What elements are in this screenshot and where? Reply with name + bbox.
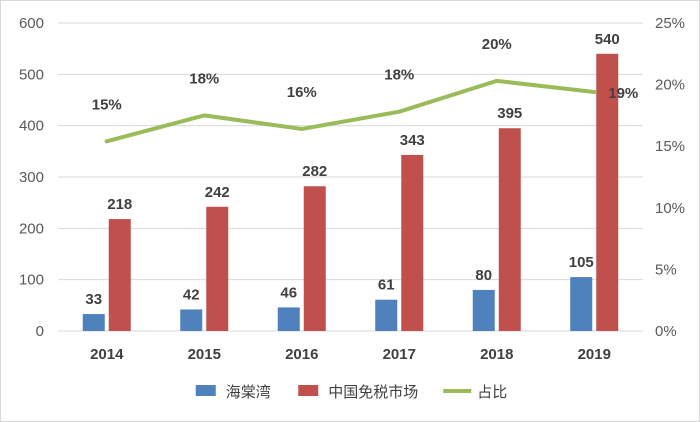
data-label: 282 bbox=[302, 163, 327, 180]
data-label: 395 bbox=[497, 105, 522, 122]
left-y-axis: 0 100 200 300 400 500 600 bbox=[19, 15, 44, 340]
data-label: 105 bbox=[569, 254, 594, 271]
legend-label: 中国免税市场 bbox=[328, 383, 418, 401]
data-label: 540 bbox=[595, 31, 620, 48]
legend-label: 占比 bbox=[477, 383, 507, 401]
y2-tick-label: 0% bbox=[655, 323, 677, 340]
data-label: 46 bbox=[280, 284, 297, 301]
y2-tick-label: 10% bbox=[655, 200, 685, 217]
bar bbox=[570, 277, 593, 331]
line-point bbox=[299, 126, 304, 131]
data-label: 343 bbox=[400, 132, 425, 149]
data-labels: 33 42 46 61 80 105 218 242 282 343 395 540 15% 18% 16%… bbox=[85, 31, 638, 308]
data-label: 80 bbox=[475, 267, 492, 284]
y2-tick-label: 20% bbox=[655, 77, 685, 94]
bar-series bbox=[82, 53, 619, 332]
data-label: 19% bbox=[608, 85, 638, 102]
legend-label: 海棠湾 bbox=[226, 383, 271, 401]
x-tick-label: 2015 bbox=[188, 346, 221, 363]
bar bbox=[82, 314, 105, 331]
x-axis: 2014 2015 2016 2017 2018 2019 bbox=[90, 346, 611, 363]
line-point bbox=[104, 139, 109, 144]
series-line bbox=[104, 78, 597, 144]
gridlines bbox=[58, 22, 643, 332]
bar bbox=[375, 299, 398, 331]
line-point bbox=[494, 78, 499, 83]
data-label: 20% bbox=[482, 36, 512, 53]
line-series bbox=[104, 78, 597, 144]
y-tick-label: 200 bbox=[19, 220, 44, 237]
x-tick-label: 2019 bbox=[578, 346, 611, 363]
x-tick-label: 2017 bbox=[383, 346, 416, 363]
y-tick-label: 0 bbox=[36, 323, 44, 340]
bar bbox=[303, 186, 326, 331]
y-tick-label: 400 bbox=[19, 118, 44, 135]
y2-tick-label: 5% bbox=[655, 261, 677, 278]
line-point bbox=[592, 89, 597, 94]
bar bbox=[498, 128, 521, 331]
line-point bbox=[202, 113, 207, 118]
y-tick-label: 600 bbox=[19, 15, 44, 32]
data-label: 242 bbox=[205, 184, 230, 201]
legend-swatch bbox=[195, 385, 216, 396]
data-label: 16% bbox=[287, 84, 317, 101]
y2-tick-label: 25% bbox=[655, 15, 685, 32]
bar bbox=[206, 206, 229, 331]
data-label: 33 bbox=[85, 291, 102, 308]
y2-tick-label: 15% bbox=[655, 138, 685, 155]
x-tick-label: 2018 bbox=[480, 346, 513, 363]
data-label: 42 bbox=[183, 286, 200, 303]
x-tick-label: 2016 bbox=[285, 346, 318, 363]
legend-swatch bbox=[298, 385, 319, 396]
data-label: 18% bbox=[189, 70, 219, 87]
y-tick-label: 300 bbox=[19, 169, 44, 186]
data-label: 15% bbox=[92, 96, 122, 113]
bar bbox=[277, 307, 300, 331]
data-label: 218 bbox=[107, 196, 132, 213]
y-tick-label: 100 bbox=[19, 272, 44, 289]
bar bbox=[180, 309, 203, 331]
y-tick-label: 500 bbox=[19, 66, 44, 83]
bar bbox=[108, 219, 131, 331]
bar bbox=[596, 53, 619, 332]
legend: 海棠湾 中国免税市场 占比 bbox=[195, 383, 507, 401]
data-label: 61 bbox=[378, 277, 395, 294]
bar bbox=[472, 289, 495, 331]
bar bbox=[401, 154, 424, 331]
x-tick-label: 2014 bbox=[90, 346, 124, 363]
line-point bbox=[397, 109, 402, 114]
right-y-axis: 0% 5% 10% 15% 20% 25% bbox=[655, 15, 685, 340]
data-label: 18% bbox=[384, 67, 414, 84]
